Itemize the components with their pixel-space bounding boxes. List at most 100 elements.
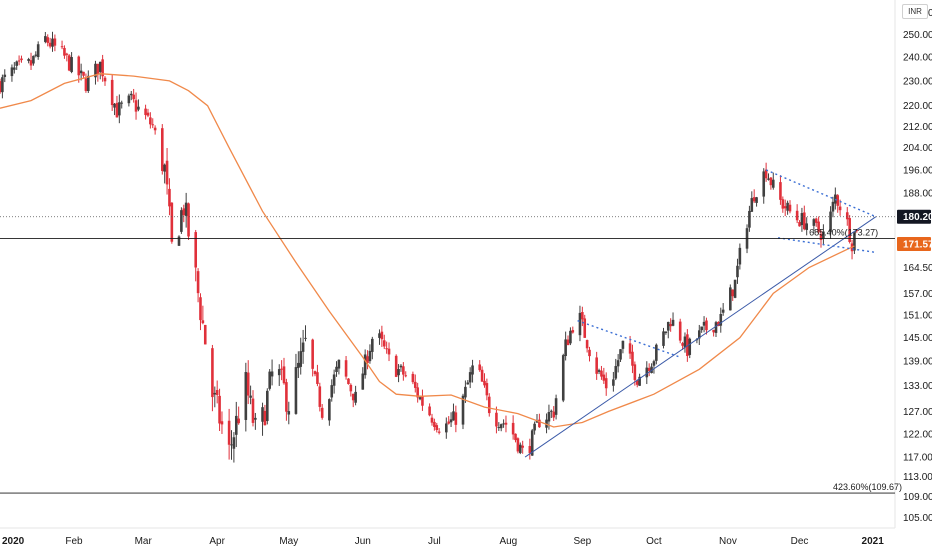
candle-body (487, 396, 491, 414)
candle-body (311, 339, 314, 369)
candle-body (464, 386, 467, 398)
candle-body (435, 425, 439, 430)
candle-body (103, 77, 107, 82)
candle-body (366, 356, 369, 364)
candle-body (750, 198, 754, 212)
candle-body (845, 212, 849, 220)
candle-body (614, 366, 618, 379)
candle-body (44, 36, 47, 42)
candle-body (437, 431, 441, 433)
candle-body (788, 204, 792, 212)
x-tick-label: Mar (135, 536, 153, 547)
candle-body (569, 330, 572, 344)
candle-body (77, 56, 81, 76)
candle-body (387, 348, 391, 355)
candle-body (27, 59, 30, 61)
candle-body (635, 380, 639, 385)
candle-body (371, 338, 374, 352)
candle-body (182, 208, 186, 216)
candle-body (561, 355, 565, 401)
candle-body (447, 421, 450, 424)
candle-body (628, 343, 632, 354)
y-tick-label: 151.00 (903, 311, 932, 322)
candle-body (36, 44, 40, 58)
candle-body (767, 178, 770, 180)
candle-body (514, 433, 517, 441)
candle-body (449, 419, 453, 423)
candle-body (48, 42, 52, 47)
candle-body (655, 344, 658, 361)
candle-body (361, 373, 365, 390)
candle-body (504, 422, 508, 425)
candle-body (468, 372, 472, 383)
candle-body (397, 369, 400, 376)
candle-body (631, 351, 634, 366)
candle-body (63, 47, 66, 56)
x-tick-label: Oct (646, 536, 662, 547)
candle-body (70, 57, 73, 73)
candle-body (600, 370, 603, 377)
crosshair-price-badge-label: 180.20 (903, 212, 932, 223)
candle-body (585, 340, 589, 349)
y-tick-label: 122.00 (903, 429, 932, 440)
candle-body (60, 46, 64, 48)
candle-body (803, 212, 806, 230)
candle-body (812, 219, 816, 226)
candle-body (29, 60, 33, 66)
candle-body (700, 326, 703, 331)
candle-body (120, 102, 124, 104)
candle-body (702, 321, 706, 326)
candle-body (144, 108, 147, 116)
candle-body (819, 233, 823, 241)
currency-button[interactable]: INR (902, 4, 928, 19)
candle-body (328, 399, 331, 421)
candle-body (564, 339, 567, 357)
dotted-trendline[interactable] (577, 320, 681, 358)
candle-body (798, 222, 801, 227)
candle-body (335, 366, 338, 372)
candle-body (762, 171, 766, 197)
candle-body (347, 378, 350, 385)
candle-body (251, 398, 255, 423)
candle-body (394, 355, 398, 377)
candle-body (132, 94, 135, 100)
dotted-trendline[interactable] (777, 237, 877, 254)
candle-body (752, 197, 756, 202)
candle-body (65, 53, 69, 55)
candle-body (786, 202, 789, 211)
candle-body (428, 406, 431, 416)
candle-body (714, 322, 718, 333)
candle-body (165, 160, 169, 185)
candle-body (254, 417, 257, 420)
candle-body (619, 349, 622, 360)
candle-body (194, 232, 198, 268)
crosshair-price-badge-bg (897, 209, 931, 224)
candle-body (237, 418, 240, 424)
candle-body (781, 199, 785, 209)
candle-body (201, 320, 205, 324)
x-tick-label: Jul (428, 536, 441, 547)
candle-body (571, 330, 575, 333)
candle-body (633, 364, 637, 380)
candle-body (215, 390, 219, 395)
candle-body (466, 382, 470, 385)
candle-body (502, 423, 505, 425)
candle-body (538, 419, 541, 428)
candle-body (535, 420, 539, 423)
candle-body (495, 412, 498, 427)
candle-body (382, 340, 386, 347)
candle-body (163, 164, 166, 172)
candle-body (755, 197, 758, 203)
candle-body (34, 54, 38, 56)
candle-body (748, 210, 751, 228)
candle-body (32, 55, 35, 64)
candle-body (779, 182, 782, 200)
candle-body (244, 372, 248, 420)
candle-body (855, 229, 859, 231)
candle-body (445, 423, 448, 433)
solid-trendline[interactable] (524, 216, 877, 458)
candle-body (218, 395, 221, 424)
candle-body (1, 77, 4, 93)
